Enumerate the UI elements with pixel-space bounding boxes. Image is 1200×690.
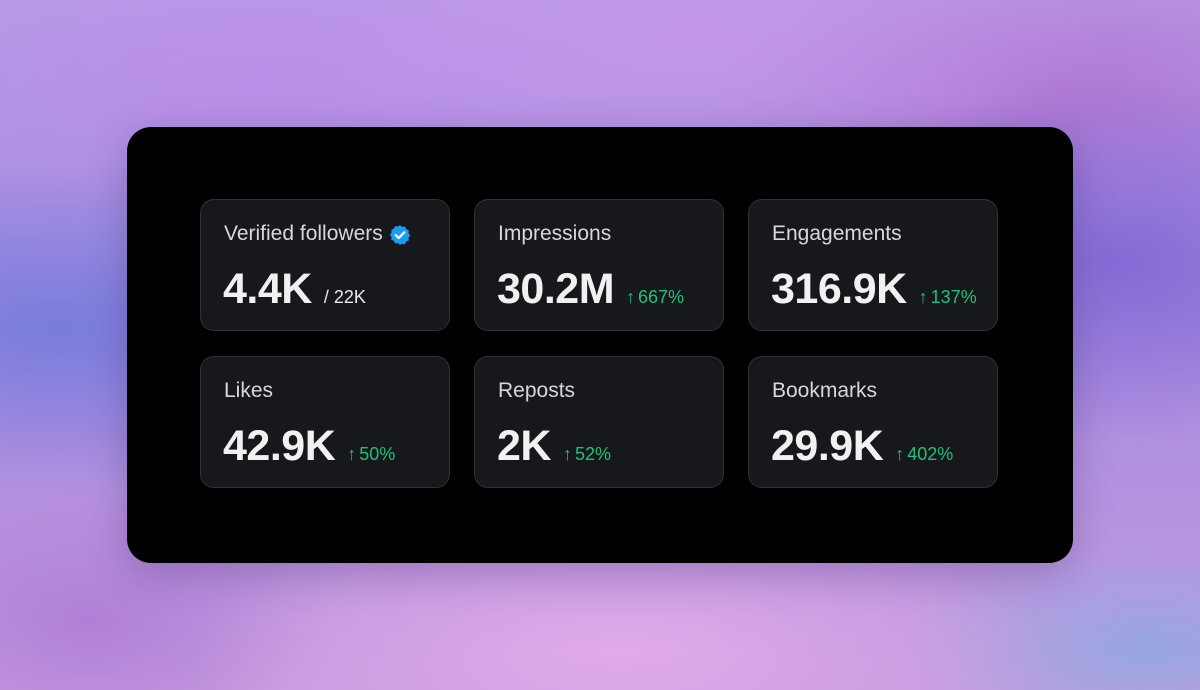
verified-badge-icon: [389, 224, 411, 246]
metric-card-impressions[interactable]: Impressions 30.2M ↑ 667%: [474, 199, 724, 331]
metric-card-likes[interactable]: Likes 42.9K ↑ 50%: [200, 356, 450, 488]
metric-label-row: Verified followers: [224, 221, 411, 247]
metric-change-value: 137%: [930, 287, 977, 307]
metric-value-row: 30.2M ↑ 667%: [497, 266, 684, 312]
arrow-up-icon: ↑: [562, 444, 572, 464]
metric-change-value: 50%: [359, 444, 396, 464]
metric-label: Reposts: [498, 379, 576, 402]
metric-value-row: 29.9K ↑ 402%: [771, 423, 953, 469]
metric-change: ↑ 667%: [626, 287, 684, 308]
arrow-up-icon: ↑: [347, 444, 357, 464]
metric-value: 4.4K: [223, 265, 312, 313]
metric-card-verified-followers[interactable]: Verified followers 4.4K / 22K: [200, 199, 450, 331]
metric-change: ↑ 50%: [347, 444, 395, 465]
metric-value: 2K: [497, 422, 551, 470]
metric-label: Verified followers: [224, 222, 383, 245]
metric-label: Bookmarks: [772, 379, 878, 402]
metric-change-value: 667%: [638, 287, 685, 307]
metric-value: 30.2M: [497, 265, 615, 313]
arrow-up-icon: ↑: [895, 444, 905, 464]
metric-value-row: 42.9K ↑ 50%: [223, 423, 395, 469]
arrow-up-icon: ↑: [918, 287, 928, 307]
metric-card-reposts[interactable]: Reposts 2K ↑ 52%: [474, 356, 724, 488]
metric-change-value: 52%: [574, 444, 611, 464]
metric-card-engagements[interactable]: Engagements 316.9K ↑ 137%: [748, 199, 998, 331]
arrow-up-icon: ↑: [626, 287, 636, 307]
metric-value: 42.9K: [223, 422, 336, 470]
analytics-panel: Verified followers 4.4K / 22K Impression…: [127, 127, 1073, 563]
metric-change: ↑ 137%: [919, 287, 977, 308]
metric-value: 316.9K: [771, 265, 907, 313]
metric-change-value: 402%: [907, 444, 954, 464]
metric-label: Engagements: [772, 222, 902, 245]
metric-change: ↑ 52%: [563, 444, 611, 465]
metric-value-row: 4.4K / 22K: [223, 266, 366, 312]
metric-value-row: 316.9K ↑ 137%: [771, 266, 977, 312]
metric-label: Likes: [224, 379, 274, 402]
metric-total: / 22K: [323, 287, 366, 307]
metric-value: 29.9K: [771, 422, 884, 470]
metric-label: Impressions: [498, 222, 612, 245]
metric-card-bookmarks[interactable]: Bookmarks 29.9K ↑ 402%: [748, 356, 998, 488]
metric-change: ↑ 402%: [895, 444, 953, 465]
metric-value-row: 2K ↑ 52%: [497, 423, 611, 469]
